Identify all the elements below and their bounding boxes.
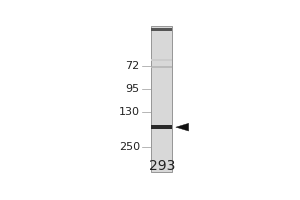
Bar	[152, 26, 172, 172]
Text: 95: 95	[126, 84, 140, 94]
Text: 293: 293	[149, 159, 175, 173]
Bar	[152, 59, 172, 61]
Text: 130: 130	[119, 107, 140, 117]
Bar	[152, 28, 172, 31]
Bar	[152, 125, 172, 129]
Text: 72: 72	[126, 61, 140, 71]
Bar	[152, 66, 172, 68]
Text: 250: 250	[119, 142, 140, 152]
Polygon shape	[176, 123, 189, 131]
